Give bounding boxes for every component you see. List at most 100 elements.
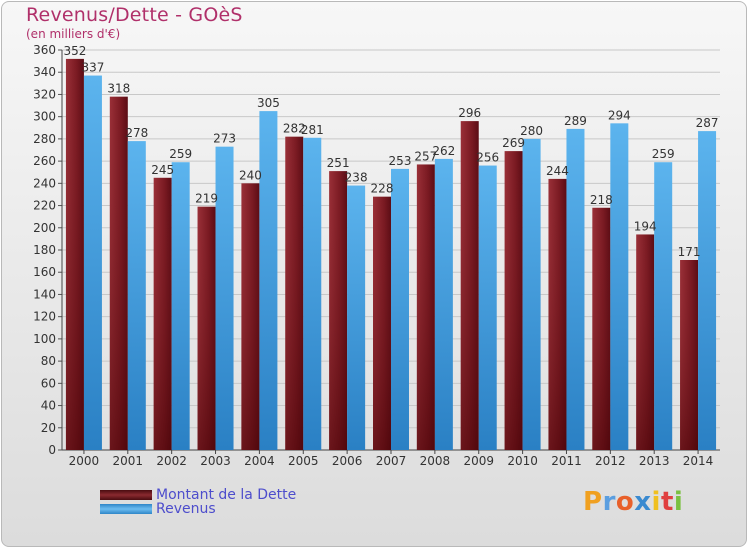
x-tick-label: 2011: [551, 454, 582, 468]
bar-revenus: [610, 123, 629, 450]
bar-revenus: [303, 137, 322, 450]
y-tick-label: 80: [41, 354, 56, 368]
logo-letter: P: [583, 487, 603, 517]
x-tick-label: 2010: [507, 454, 538, 468]
x-tick-label: 2005: [288, 454, 319, 468]
data-label-dette: 194: [634, 219, 657, 233]
data-label-dette: 296: [458, 106, 481, 120]
y-tick-label: 120: [33, 310, 56, 324]
x-tick-label: 2003: [200, 454, 231, 468]
logo-letter: o: [615, 487, 635, 517]
data-label-revenus: 287: [696, 116, 719, 130]
x-tick-label: 2006: [332, 454, 363, 468]
y-tick-label: 340: [33, 65, 56, 79]
y-tick-label: 360: [33, 43, 56, 57]
bar-revenus: [654, 162, 673, 450]
bar-revenus: [171, 162, 190, 450]
data-label-dette: 171: [678, 245, 701, 259]
data-label-dette: 318: [107, 82, 130, 96]
y-tick-label: 240: [33, 176, 56, 190]
bar-dette-shade: [197, 206, 216, 450]
data-label-dette: 218: [590, 193, 613, 207]
data-label-revenus: 281: [301, 123, 324, 137]
bar-dette-shade: [241, 183, 260, 451]
legend-swatch-dette: [100, 490, 152, 500]
bar-revenus: [698, 131, 717, 450]
legend-label-revenus: Revenus: [156, 501, 216, 517]
bar-revenus: [478, 165, 497, 451]
bar-revenus: [215, 146, 234, 450]
bar-revenus: [259, 111, 278, 450]
proxiti-logo: Proxiti: [583, 487, 683, 517]
y-tick-label: 160: [33, 265, 56, 279]
x-tick-label: 2013: [639, 454, 670, 468]
y-tick-label: 0: [48, 443, 56, 457]
bar-revenus: [83, 75, 102, 451]
data-label-dette: 282: [283, 122, 306, 136]
bar-revenus: [566, 128, 585, 450]
data-label-dette: 240: [239, 168, 262, 182]
logo-letter: x: [634, 487, 652, 517]
x-tick-label: 2014: [683, 454, 714, 468]
legend-swatch-revenus: [100, 504, 152, 514]
logo-letter: i: [673, 487, 684, 517]
bar-dette-shade: [592, 207, 611, 450]
y-tick-label: 220: [33, 199, 56, 213]
bar-dette-shade: [416, 164, 435, 450]
y-tick-label: 180: [33, 243, 56, 257]
bar-dette-shade: [548, 178, 567, 450]
bar-revenus: [522, 138, 541, 450]
data-label-revenus: 289: [564, 114, 587, 128]
logo-letter: t: [660, 487, 674, 517]
data-label-revenus: 262: [432, 144, 455, 158]
data-label-revenus: 259: [169, 147, 192, 161]
legend-label-dette: Montant de la Dette: [156, 487, 297, 503]
bar-dette-shade: [285, 136, 304, 450]
x-tick-label: 2008: [420, 454, 451, 468]
y-tick-label: 300: [33, 110, 56, 124]
x-tick-label: 2004: [244, 454, 275, 468]
data-label-revenus: 273: [213, 132, 236, 146]
y-tick-label: 140: [33, 287, 56, 301]
data-label-revenus: 253: [389, 154, 412, 168]
y-tick-label: 100: [33, 332, 56, 346]
y-tick-label: 20: [41, 421, 56, 435]
bar-dette-shade: [504, 151, 523, 450]
x-tick-label: 2000: [69, 454, 100, 468]
x-tick-label: 2012: [595, 454, 626, 468]
data-label-dette: 245: [151, 163, 174, 177]
bar-dette-shade: [329, 171, 348, 450]
data-label-revenus: 294: [608, 108, 631, 122]
legend-item-revenus: Revenus: [100, 501, 216, 517]
data-label-dette: 219: [195, 192, 218, 206]
bar-dette-shade: [153, 177, 172, 450]
data-label-revenus: 280: [520, 124, 543, 138]
bar-revenus: [347, 185, 366, 451]
bar-revenus: [434, 158, 453, 450]
bar-dette-shade: [460, 121, 479, 450]
x-tick-label: 2007: [376, 454, 407, 468]
data-label-revenus: 259: [652, 147, 675, 161]
bar-revenus: [391, 168, 409, 450]
bar-dette-shade: [636, 234, 655, 450]
y-tick-label: 40: [41, 399, 56, 413]
data-label-dette: 228: [371, 182, 394, 196]
logo-letter: i: [651, 487, 661, 517]
x-tick-label: 2001: [113, 454, 144, 468]
x-tick-label: 2002: [156, 454, 187, 468]
y-tick-label: 60: [41, 376, 56, 390]
data-label-dette: 269: [502, 136, 525, 150]
bar-revenus: [127, 141, 146, 450]
y-tick-label: 260: [33, 154, 56, 168]
y-tick-label: 320: [33, 87, 56, 101]
data-label-revenus: 278: [125, 126, 148, 140]
y-tick-label: 200: [33, 221, 56, 235]
data-label-dette: 244: [546, 164, 569, 178]
data-label-revenus: 238: [345, 171, 368, 185]
bar-dette-shade: [680, 260, 699, 450]
data-label-dette: 251: [327, 156, 350, 170]
y-tick-label: 280: [33, 132, 56, 146]
legend-item-dette: Montant de la Dette: [100, 487, 297, 503]
bar-dette-shade: [65, 58, 84, 451]
x-tick-label: 2009: [463, 454, 494, 468]
